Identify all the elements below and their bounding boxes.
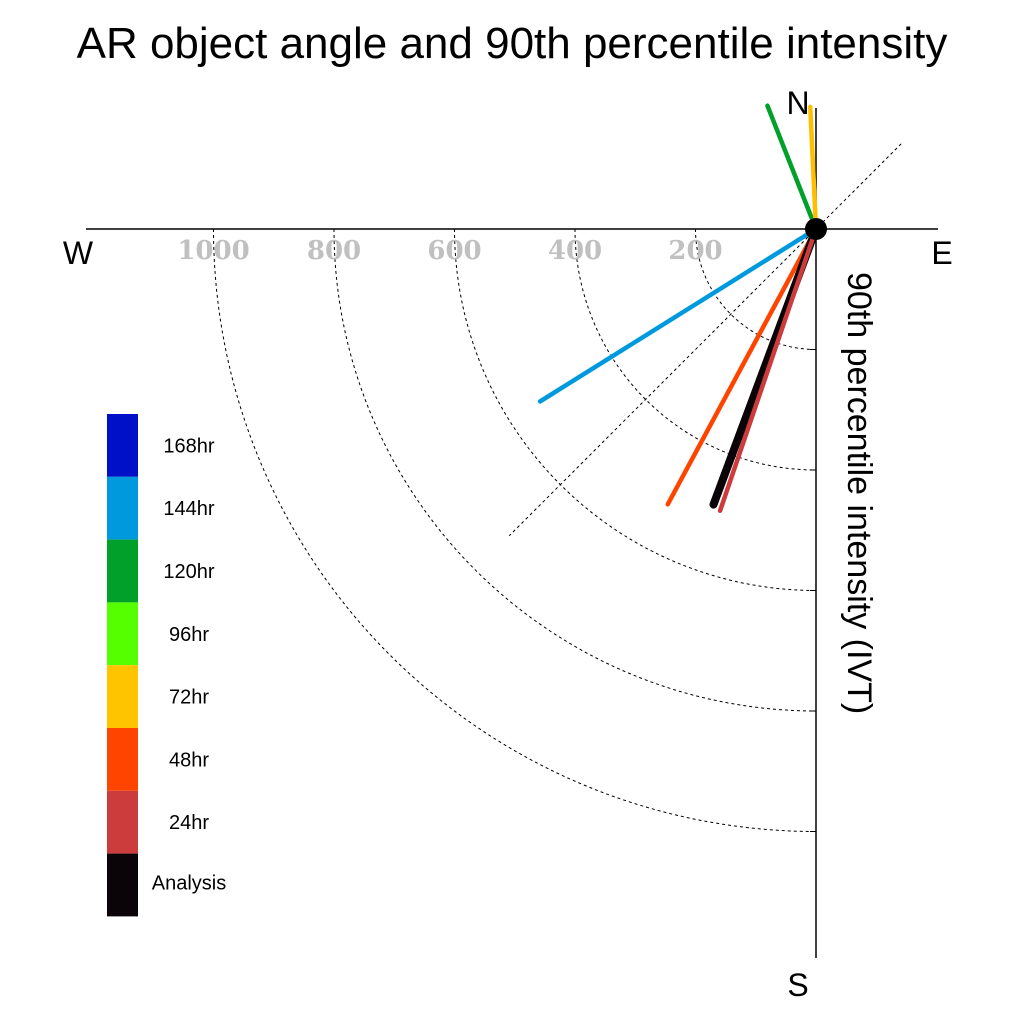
west-label: W (63, 235, 94, 271)
grid-arc (695, 228, 817, 350)
legend-label: 144hr (163, 498, 214, 520)
grid-arc (213, 228, 817, 832)
radial-tick-label: 600 (427, 236, 481, 266)
east-label: E (931, 235, 952, 271)
radial-tick-labels: 200 400 600 800 1000 (177, 236, 722, 266)
radial-tick-label: 1000 (177, 236, 249, 266)
legend-label: 120hr (163, 561, 214, 583)
legend-label: 168hr (163, 435, 214, 457)
axes: N S E W (63, 85, 953, 1003)
legend-swatch (107, 665, 138, 728)
radial-tick-label: 200 (668, 236, 722, 266)
legend-swatch (107, 414, 138, 477)
legend-label: 96hr (169, 624, 209, 646)
legend-label: 24hr (169, 812, 209, 834)
grid-arc (454, 228, 817, 591)
grid (213, 143, 902, 832)
chart-title: AR object angle and 90th percentile inte… (77, 19, 948, 68)
legend-swatch (107, 602, 138, 666)
legend-label: Analysis (152, 873, 226, 895)
series-line-24hr (717, 226, 819, 514)
origin-marker (805, 218, 827, 240)
series-line-72hr (807, 104, 819, 232)
north-label: N (786, 85, 809, 121)
legend-swatch (107, 539, 138, 603)
grid-diagonal (508, 143, 902, 537)
radial-tick-label: 800 (307, 236, 361, 266)
legend-label: 72hr (169, 687, 209, 709)
radial-tick-label: 400 (548, 236, 602, 266)
series-lines (537, 103, 820, 514)
series-line-144hr (537, 226, 819, 404)
legend-label: 48hr (169, 749, 209, 771)
south-label: S (787, 967, 808, 1003)
legend-swatch (107, 853, 138, 917)
legend-swatch (107, 728, 138, 791)
legend-swatch (107, 790, 138, 854)
series-line-120hr (765, 103, 819, 232)
grid-arc (333, 228, 817, 712)
legend-swatch (107, 476, 138, 540)
y-axis-label: 90th percentile intensity (IVT) (840, 272, 878, 714)
grid-arc (574, 228, 817, 471)
series-line-48hr (665, 226, 819, 507)
legend: 168hr 144hr 120hr 96hr 72hr 48hr 24hr Analysis (107, 414, 226, 917)
